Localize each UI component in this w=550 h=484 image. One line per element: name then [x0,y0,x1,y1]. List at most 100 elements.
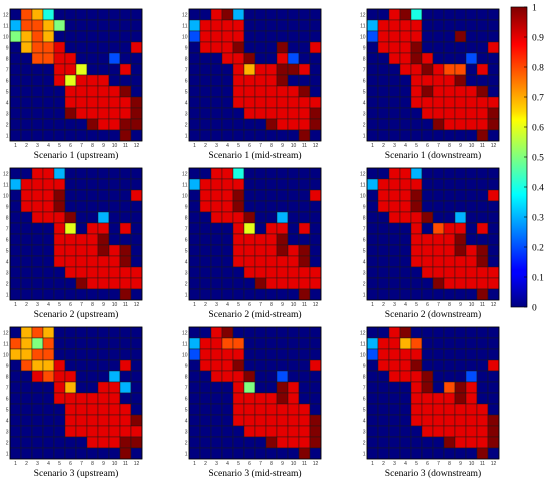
heatmap-cell [410,189,423,202]
heatmap-cell [287,8,300,21]
heatmap-cell [265,129,278,142]
heatmap-cell [9,19,22,32]
heatmap-cell [53,266,66,279]
x-tick-label: 4 [47,461,50,467]
heatmap-cell [210,381,223,394]
heatmap-cell [388,96,401,109]
heatmap-cell [476,425,489,438]
x-tick-label: 4 [47,302,50,308]
heatmap-cell [287,222,300,235]
heatmap-cell [86,447,99,460]
heatmap-cell [465,255,478,268]
heatmap-cell [199,167,212,180]
heatmap-cell [421,233,434,246]
x-tick-label: 6 [69,461,72,467]
heatmap-cell [377,189,390,202]
heatmap-cell [86,52,99,65]
heatmap-cell [432,129,445,142]
heatmap-cell [410,337,423,350]
heatmap-cell [388,200,401,213]
heatmap-cell [399,41,412,54]
heatmap-cell [221,52,234,65]
heatmap-cell [254,96,267,109]
x-tick-label: 5 [415,143,418,149]
heatmap-cell [454,381,467,394]
heatmap-cell [276,381,289,394]
heatmap-cell [254,41,267,54]
heatmap-cell [188,425,201,438]
heatmap-cell [188,222,201,235]
y-tick-label: 6 [6,237,9,243]
heatmap-cell [188,392,201,405]
x-tick-label: 4 [404,302,407,308]
heatmap-cell [232,381,245,394]
heatmap-cell [487,359,500,372]
y-tick-label: 12 [360,12,366,18]
heatmap-cell [377,74,390,87]
heatmap-cell [130,211,143,224]
heatmap-cell [399,392,412,405]
heatmap-cell [298,178,311,191]
heatmap-cell [9,30,22,43]
heatmap-cell [210,189,223,202]
y-tick-label: 7 [185,385,188,391]
heatmap-cell [53,414,66,427]
heatmap-cell [9,74,22,87]
heatmap-cell [421,200,434,213]
heatmap-cell [487,96,500,109]
heatmap-cell [86,266,99,279]
heatmap-cell [119,222,132,235]
heatmap-cell [75,63,88,76]
heatmap-cell [64,63,77,76]
heatmap-cells [366,326,500,460]
x-tick-label: 8 [448,461,451,467]
heatmap-cell [377,288,390,301]
heatmap-cell [254,425,267,438]
heatmap-cell [243,200,256,213]
heatmap-cells [9,326,143,460]
heatmap-cell [31,381,44,394]
heatmap-cell [199,85,212,98]
heatmap-cell [454,288,467,301]
x-tick-label: 6 [69,302,72,308]
heatmap-cell [86,381,99,394]
heatmap-cell [64,266,77,279]
heatmap-cell [465,52,478,65]
panel-caption: Scenario 1 (downstream) [385,150,481,161]
heatmap-cells [188,8,322,142]
heatmap-cell [421,19,434,32]
y-tick-label: 5 [363,248,366,254]
heatmap-cell [210,167,223,180]
heatmap-cell [276,244,289,257]
heatmap-cell [108,30,121,43]
heatmap-cell [130,200,143,213]
heatmap-cell [119,403,132,416]
x-tick-label: 11 [123,461,128,467]
heatmap-cell [377,403,390,416]
y-tick-label: 6 [6,396,9,402]
heatmap-cell [130,266,143,279]
heatmap-cell [432,96,445,109]
heatmap-cell [108,74,121,87]
heatmap-cell [366,266,379,279]
x-tick-label: 2 [382,143,385,149]
heatmap-cell [298,277,311,290]
x-tick-label: 2 [204,143,207,149]
heatmap-cell [366,233,379,246]
heatmap-cell [265,96,278,109]
heatmap-cell [399,129,412,142]
heatmap-cell [377,436,390,449]
heatmap-cell [476,359,489,372]
heatmap-cell [454,370,467,383]
heatmap-cell [399,359,412,372]
heatmap-cell [86,277,99,290]
heatmap-cell [199,211,212,224]
heatmap-cell [31,266,44,279]
heatmap-cell [487,425,500,438]
heatmap-cell [64,52,77,65]
heatmap-cell [130,129,143,142]
heatmap-cell [487,370,500,383]
heatmap-cell [366,244,379,257]
heatmap-cell [108,233,121,246]
